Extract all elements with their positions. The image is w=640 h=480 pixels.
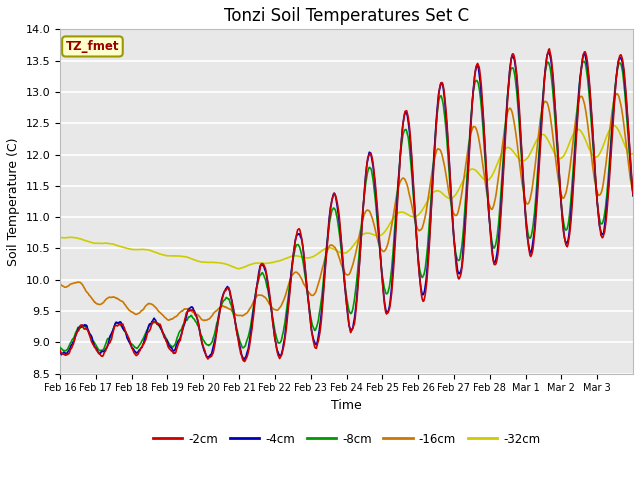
X-axis label: Time: Time: [331, 399, 362, 412]
Legend: -2cm, -4cm, -8cm, -16cm, -32cm: -2cm, -4cm, -8cm, -16cm, -32cm: [148, 428, 545, 450]
Text: TZ_fmet: TZ_fmet: [66, 40, 119, 53]
Title: Tonzi Soil Temperatures Set C: Tonzi Soil Temperatures Set C: [224, 7, 469, 25]
Y-axis label: Soil Temperature (C): Soil Temperature (C): [7, 137, 20, 266]
